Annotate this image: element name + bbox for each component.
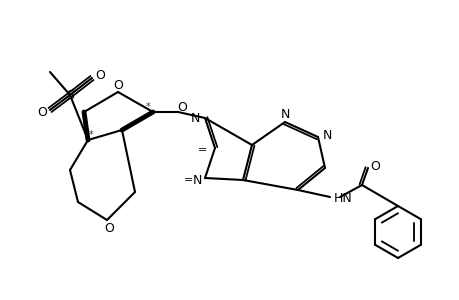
Text: N: N [322,128,332,142]
Text: HN: HN [333,191,352,205]
Text: O: O [177,100,186,113]
Text: O: O [95,68,105,82]
Text: O: O [113,79,123,92]
Text: O: O [37,106,47,118]
Text: =: = [198,145,207,155]
Text: S: S [66,88,74,101]
Text: O: O [104,221,114,235]
Text: N: N [190,112,200,124]
Text: O: O [369,160,379,172]
Text: N: N [280,107,289,121]
Text: =: = [184,175,193,185]
Text: *: * [146,102,150,112]
Text: N: N [192,173,201,187]
Text: *: * [89,130,93,140]
